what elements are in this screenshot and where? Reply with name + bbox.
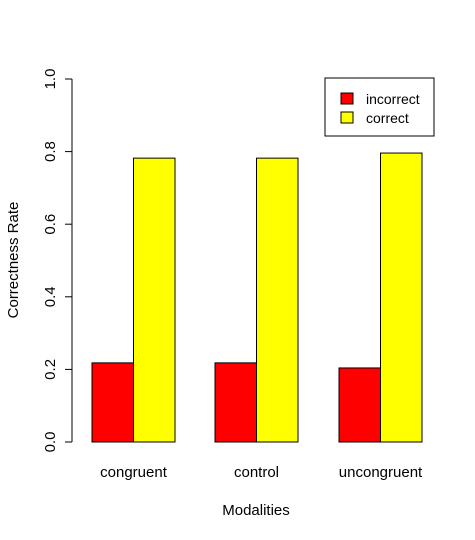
legend: incorrect correct [325,78,434,136]
legend-swatch-correct [341,112,353,123]
x-tick-label: uncongruent [339,464,423,481]
y-tick-label: 0.6 [42,214,59,235]
bar-incorrect-control [215,363,257,442]
y-axis-label: Correctness Rate [5,202,22,319]
legend-swatch-incorrect [341,93,353,104]
y-tick-label: 0.0 [42,432,59,453]
legend-box [325,78,434,136]
y-tick-label: 0.8 [42,141,59,162]
x-tick-label: control [234,464,279,481]
x-axis-label: Modalities [222,502,290,519]
x-axis-tick-labels: congruent control uncongruent [100,464,423,481]
y-axis-ticks: 0.0 0.2 0.4 0.6 0.8 1.0 [42,69,72,453]
y-tick-label: 0.4 [42,286,59,307]
bar-incorrect-congruent [92,363,134,442]
legend-label-correct: correct [366,110,409,126]
bar-correct-uncongruent [381,153,423,442]
x-tick-label: congruent [100,464,168,481]
bar-incorrect-uncongruent [339,368,381,442]
y-tick-label: 0.2 [42,359,59,380]
y-tick-label: 1.0 [42,69,59,90]
bar-correct-control [257,158,299,442]
plot-area [92,153,422,442]
bar-correct-congruent [134,158,176,442]
legend-label-incorrect: incorrect [366,91,420,107]
